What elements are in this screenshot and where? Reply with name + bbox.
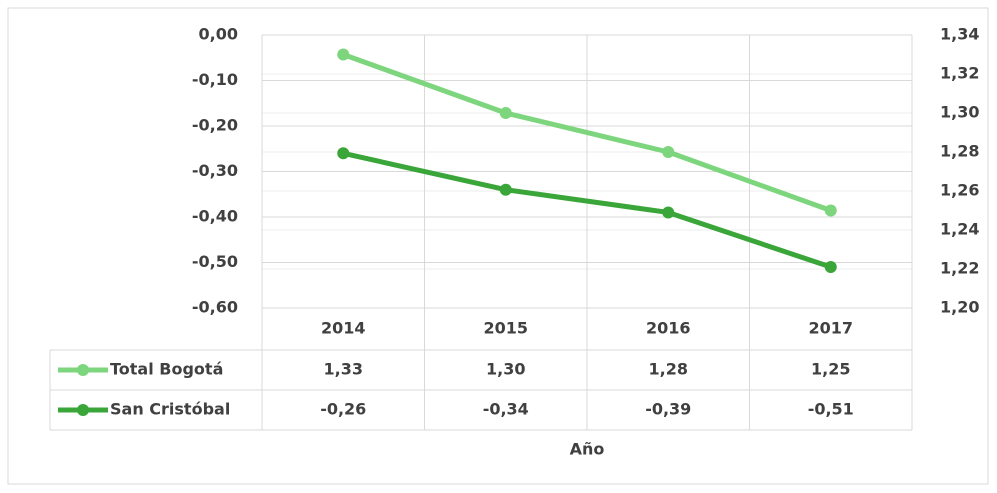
point bbox=[337, 147, 350, 160]
x-axis-label: Año bbox=[570, 440, 605, 459]
legend-label: San Cristóbal bbox=[110, 400, 230, 419]
x-tick-label: 2015 bbox=[483, 319, 528, 338]
y2-tick-label: 1,32 bbox=[940, 64, 979, 83]
y-tick-label: -0,30 bbox=[192, 161, 238, 180]
x-tick-label: 2016 bbox=[646, 319, 691, 338]
point bbox=[662, 206, 675, 219]
point bbox=[824, 204, 837, 217]
y-tick-label: -0,60 bbox=[192, 298, 238, 317]
y2-tick-label: 1,26 bbox=[940, 181, 979, 200]
table-value: 1,30 bbox=[486, 360, 525, 379]
x-tick-label: 2017 bbox=[808, 319, 853, 338]
point bbox=[662, 146, 675, 158]
legend-marker bbox=[77, 404, 89, 416]
y-tick-label: -0,50 bbox=[192, 252, 238, 271]
table-value: 1,25 bbox=[811, 360, 850, 379]
y2-tick-label: 1,30 bbox=[940, 103, 979, 122]
point bbox=[499, 183, 512, 196]
y-tick-label: -0,40 bbox=[192, 207, 238, 226]
point bbox=[337, 48, 350, 61]
y2-tick-label: 1,24 bbox=[940, 220, 979, 239]
table-value: -0,26 bbox=[320, 400, 366, 419]
point bbox=[499, 107, 512, 119]
series-line bbox=[342, 150, 832, 270]
table-value: 1,33 bbox=[324, 360, 363, 379]
point bbox=[824, 261, 837, 274]
y-tick-label: 0,00 bbox=[199, 25, 238, 44]
y2-tick-label: 1,20 bbox=[940, 298, 979, 317]
y2-tick-label: 1,34 bbox=[940, 25, 979, 44]
chart-border bbox=[7, 7, 989, 485]
y2-tick-label: 1,28 bbox=[940, 142, 979, 161]
table-value: 1,28 bbox=[649, 360, 688, 379]
x-tick-label: 2014 bbox=[321, 319, 366, 338]
y-tick-label: -0,10 bbox=[192, 70, 238, 89]
table-value: -0,51 bbox=[808, 400, 854, 419]
legend-label: Total Bogotá bbox=[110, 360, 223, 379]
y2-tick-label: 1,22 bbox=[940, 259, 979, 278]
table-value: -0,34 bbox=[483, 400, 529, 419]
y-tick-label: -0,20 bbox=[192, 116, 238, 135]
table-value: -0,39 bbox=[645, 400, 691, 419]
series-line bbox=[342, 52, 832, 213]
legend-marker bbox=[77, 364, 89, 376]
